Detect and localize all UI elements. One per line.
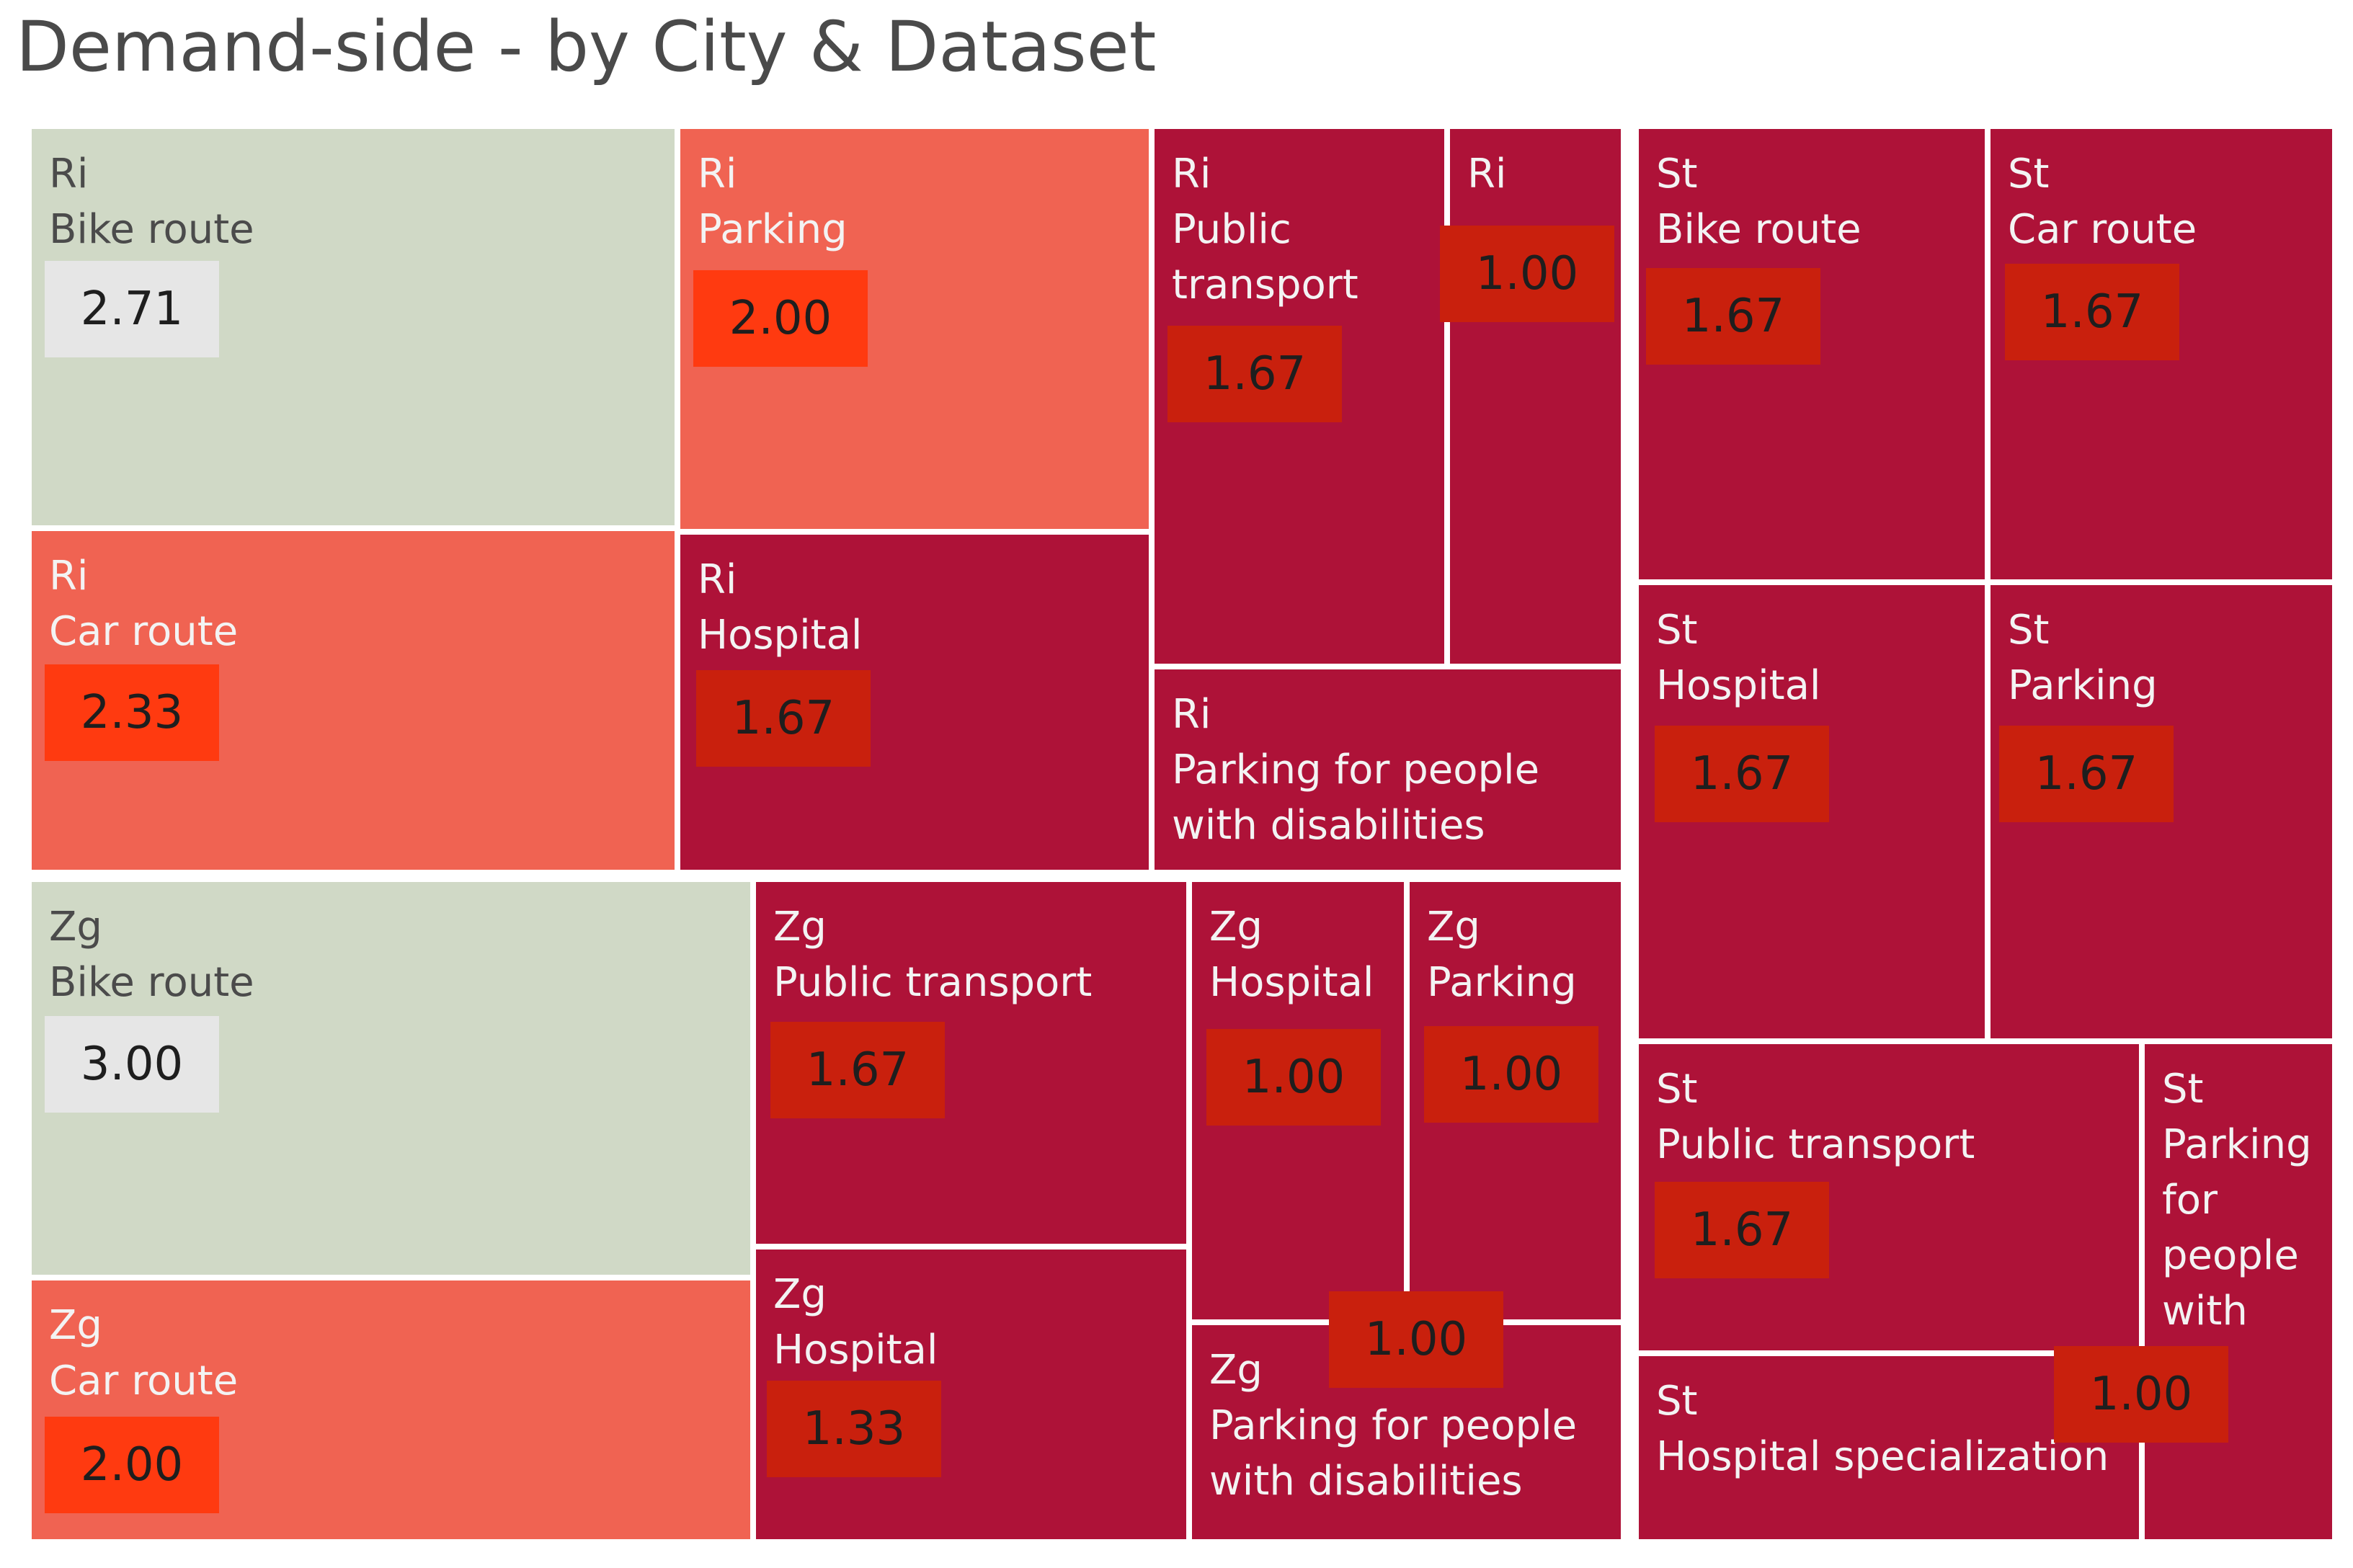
cell-label-line: Parking for people <box>1172 747 1540 793</box>
treemap-cell-st-public-transport[interactable]: St Public transport <box>1636 1041 2142 1353</box>
cell-label-line: Hospital <box>698 612 863 659</box>
cell-label-line: Public transport <box>1656 1121 1975 1168</box>
cell-label-line: Zg <box>49 904 102 950</box>
group-divider <box>1624 126 1636 1542</box>
cell-label-line: St <box>2162 1066 2204 1113</box>
cell-label-line: Ri <box>698 151 737 197</box>
cell-label-line: Parking <box>698 206 848 253</box>
treemap-cell-zg-public-transport[interactable]: Zg Public transport <box>753 879 1189 1247</box>
cell-label-line: St <box>2008 151 2050 197</box>
cell-label-line: for <box>2162 1177 2218 1224</box>
treemap-cell-st-parking-for-people-with[interactable]: St Parking for people with <box>2142 1041 2335 1542</box>
cell-label-line: Zg <box>1209 904 1263 950</box>
cell-label-line: Zg <box>773 904 827 950</box>
cell-label: Ri Car route <box>49 548 238 659</box>
value-label: 2.00 <box>693 270 868 367</box>
cell-label-line: Parking <box>1427 959 1577 1006</box>
value-label: 2.00 <box>45 1417 219 1513</box>
cell-label-line: St <box>2008 607 2050 654</box>
cell-label-line: Bike route <box>1656 206 1862 253</box>
value-label: 1.67 <box>696 670 871 767</box>
cell-label-line: Hospital <box>773 1327 938 1373</box>
value-label: 1.67 <box>1999 726 2174 822</box>
cell-label: St Hospital <box>1656 602 1820 713</box>
cell-label-line: Ri <box>698 556 737 603</box>
cell-label-line: Ri <box>49 151 89 197</box>
cell-label-line: Zg <box>49 1302 102 1349</box>
cell-label: Zg Bike route <box>49 899 254 1010</box>
value-label: 2.33 <box>45 664 219 761</box>
value-label: 1.67 <box>1655 1182 1829 1278</box>
cell-label-line: Car route <box>49 608 239 655</box>
cell-label: St Public transport <box>1656 1061 1975 1172</box>
cell-label: St Bike route <box>1656 146 1862 257</box>
cell-label-line: St <box>1656 1378 1698 1425</box>
cell-label-line: Hospital specialization <box>1656 1433 2109 1480</box>
value-label: 1.67 <box>1646 268 1820 365</box>
value-label: 1.67 <box>770 1022 945 1118</box>
treemap-cell-ri-parking-for-people-with-disabilities[interactable]: Ri Parking for people with disabilities <box>1152 667 1624 873</box>
cell-label: St Parking for people with <box>2162 1061 2312 1339</box>
cell-label-line: Zg <box>773 1271 827 1318</box>
cell-label: Zg Public transport <box>773 899 1092 1010</box>
cell-label: Zg Parking <box>1427 899 1577 1010</box>
value-label: 1.00 <box>1424 1026 1598 1123</box>
cell-label-line: Public transport <box>773 959 1093 1006</box>
value-label: 1.33 <box>767 1381 941 1477</box>
cell-label-line: transport <box>1172 262 1358 308</box>
cell-label: Ri Parking <box>698 146 848 257</box>
cell-label-line: St <box>1656 151 1698 197</box>
cell-label: St Car route <box>2008 146 2197 257</box>
cell-label-line: Zg <box>1209 1347 1263 1394</box>
value-label: 2.71 <box>45 261 219 357</box>
cell-label-line: St <box>1656 607 1698 654</box>
cell-label: Zg Parking for people with disabilities <box>1209 1342 1577 1509</box>
value-label: 1.00 <box>1206 1029 1381 1126</box>
cell-label: Ri Hospital <box>698 552 862 663</box>
cell-label: Zg Hospital <box>773 1267 938 1378</box>
cell-label-line: Parking <box>2008 662 2158 709</box>
cell-label: Ri <box>1467 146 1506 202</box>
group-divider <box>29 873 1624 879</box>
cell-label-line: Ri <box>1172 691 1211 738</box>
cell-label: Ri Parking for people with disabilities <box>1172 687 1539 853</box>
cell-label-line: Zg <box>1427 904 1480 950</box>
value-label: 1.00 <box>1440 226 1614 322</box>
value-label: 1.00 <box>1329 1291 1503 1388</box>
value-label: 1.67 <box>1655 726 1829 822</box>
cell-label-line: Bike route <box>49 206 254 253</box>
cell-label-line: with disabilities <box>1172 802 1485 849</box>
cell-label-line: Ri <box>49 553 89 600</box>
value-label: 3.00 <box>45 1016 219 1113</box>
cell-label-line: Ri <box>1172 151 1211 197</box>
cell-label-line: Car route <box>49 1358 239 1404</box>
treemap-cell-ri-unnamed[interactable]: Ri <box>1447 126 1624 667</box>
cell-label-line: with disabilities <box>1209 1458 1523 1505</box>
cell-label-line: Parking <box>2162 1121 2312 1168</box>
value-label: 1.67 <box>1167 326 1342 422</box>
cell-label: Ri Bike route <box>49 146 254 257</box>
cell-label: Ri Public transport <box>1172 146 1358 313</box>
cell-label-line: Ri <box>1467 151 1507 197</box>
treemap-cell-ri-bike-route[interactable]: Ri Bike route <box>29 126 677 528</box>
cell-label: Zg Hospital <box>1209 899 1374 1010</box>
cell-label-line: Hospital <box>1209 959 1374 1006</box>
cell-label-line: with <box>2162 1288 2248 1335</box>
cell-label-line: Public <box>1172 206 1291 253</box>
cell-label-line: Car route <box>2008 206 2197 253</box>
value-label: 1.67 <box>2005 264 2179 360</box>
cell-label-line: Hospital <box>1656 662 1821 709</box>
value-label: 1.00 <box>2054 1346 2228 1443</box>
treemap-cell-zg-parking-for-people-with-disabilities[interactable]: Zg Parking for people with disabilities <box>1189 1322 1624 1542</box>
chart-title: Demand-side - by City & Dataset <box>16 6 1157 87</box>
cell-label: St Hospital specialization <box>1656 1373 2109 1484</box>
cell-label: St Parking <box>2008 602 2158 713</box>
cell-label-line: Parking for people <box>1209 1402 1578 1449</box>
cell-label-line: Bike route <box>49 959 254 1006</box>
cell-label: Zg Car route <box>49 1298 238 1409</box>
cell-label-line: people <box>2162 1232 2299 1279</box>
cell-label-line: St <box>1656 1066 1698 1113</box>
